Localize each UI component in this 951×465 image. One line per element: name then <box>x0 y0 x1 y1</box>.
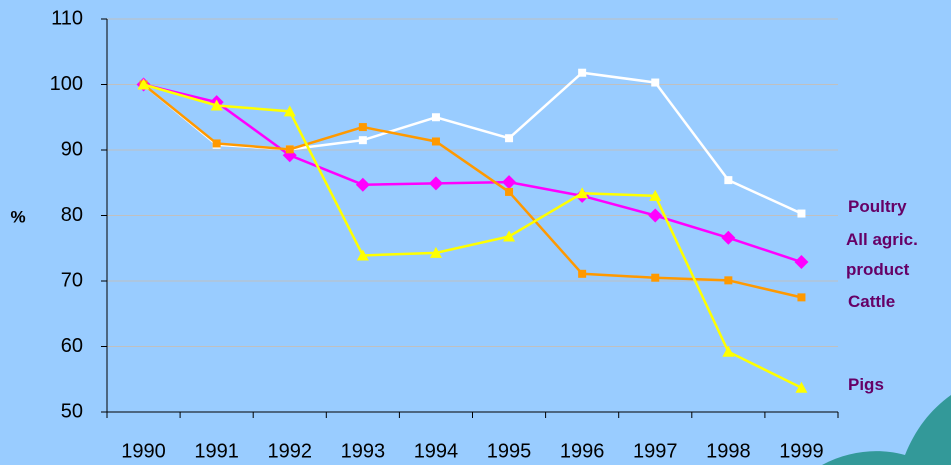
marker <box>649 189 662 201</box>
legend-label: Pigs <box>848 375 884 394</box>
marker <box>724 276 733 285</box>
marker <box>648 208 663 223</box>
legend-label: Poultry <box>848 197 907 216</box>
marker <box>283 105 296 117</box>
y-tick-label: 90 <box>61 138 83 160</box>
x-tick-label: 1999 <box>779 440 824 462</box>
x-tick-label: 1992 <box>268 440 313 462</box>
marker <box>576 187 589 199</box>
series-line <box>143 83 802 264</box>
marker <box>212 139 221 148</box>
marker <box>356 249 369 261</box>
marker <box>358 136 367 145</box>
legend-label: All agric. product <box>846 230 918 279</box>
x-tick-label: 1993 <box>341 440 386 462</box>
y-tick-label: 70 <box>61 269 83 291</box>
marker <box>428 176 443 191</box>
marker <box>210 99 223 111</box>
series-line <box>143 83 803 389</box>
y-tick-label: 80 <box>61 204 83 226</box>
x-tick-label: 1998 <box>706 440 751 462</box>
y-tick-label: 60 <box>61 335 83 357</box>
marker <box>431 113 440 122</box>
decoration <box>822 395 951 465</box>
series-line <box>142 71 802 215</box>
marker <box>503 230 516 242</box>
marker <box>358 123 367 132</box>
marker <box>795 381 808 393</box>
y-tick-label: 50 <box>61 400 83 422</box>
x-tick-label: 1991 <box>194 440 239 462</box>
marker <box>724 176 733 185</box>
marker <box>505 134 514 143</box>
marker <box>578 68 587 77</box>
marker <box>722 345 735 357</box>
marker <box>794 255 809 270</box>
marker <box>431 137 440 146</box>
x-tick-label: 1996 <box>560 440 605 462</box>
marker <box>502 175 517 190</box>
legend-label: Cattle <box>848 292 896 311</box>
marker <box>429 246 442 258</box>
marker <box>137 78 150 90</box>
marker <box>797 209 806 218</box>
x-tick-label: 1990 <box>121 440 166 462</box>
y-tick-label: 110 <box>51 7 83 29</box>
x-tick-label: 1995 <box>487 440 532 462</box>
marker <box>578 269 587 278</box>
marker <box>355 177 370 192</box>
marker <box>651 78 660 87</box>
marker <box>797 293 806 302</box>
marker <box>721 230 736 245</box>
x-tick-label: 1997 <box>633 440 678 462</box>
marker <box>285 145 294 154</box>
x-tick-label: 1994 <box>414 440 459 462</box>
y-tick-label: 100 <box>50 73 83 95</box>
y-axis-label: % <box>10 207 25 226</box>
series-line <box>142 83 802 299</box>
marker <box>651 273 660 282</box>
marker <box>505 187 514 196</box>
